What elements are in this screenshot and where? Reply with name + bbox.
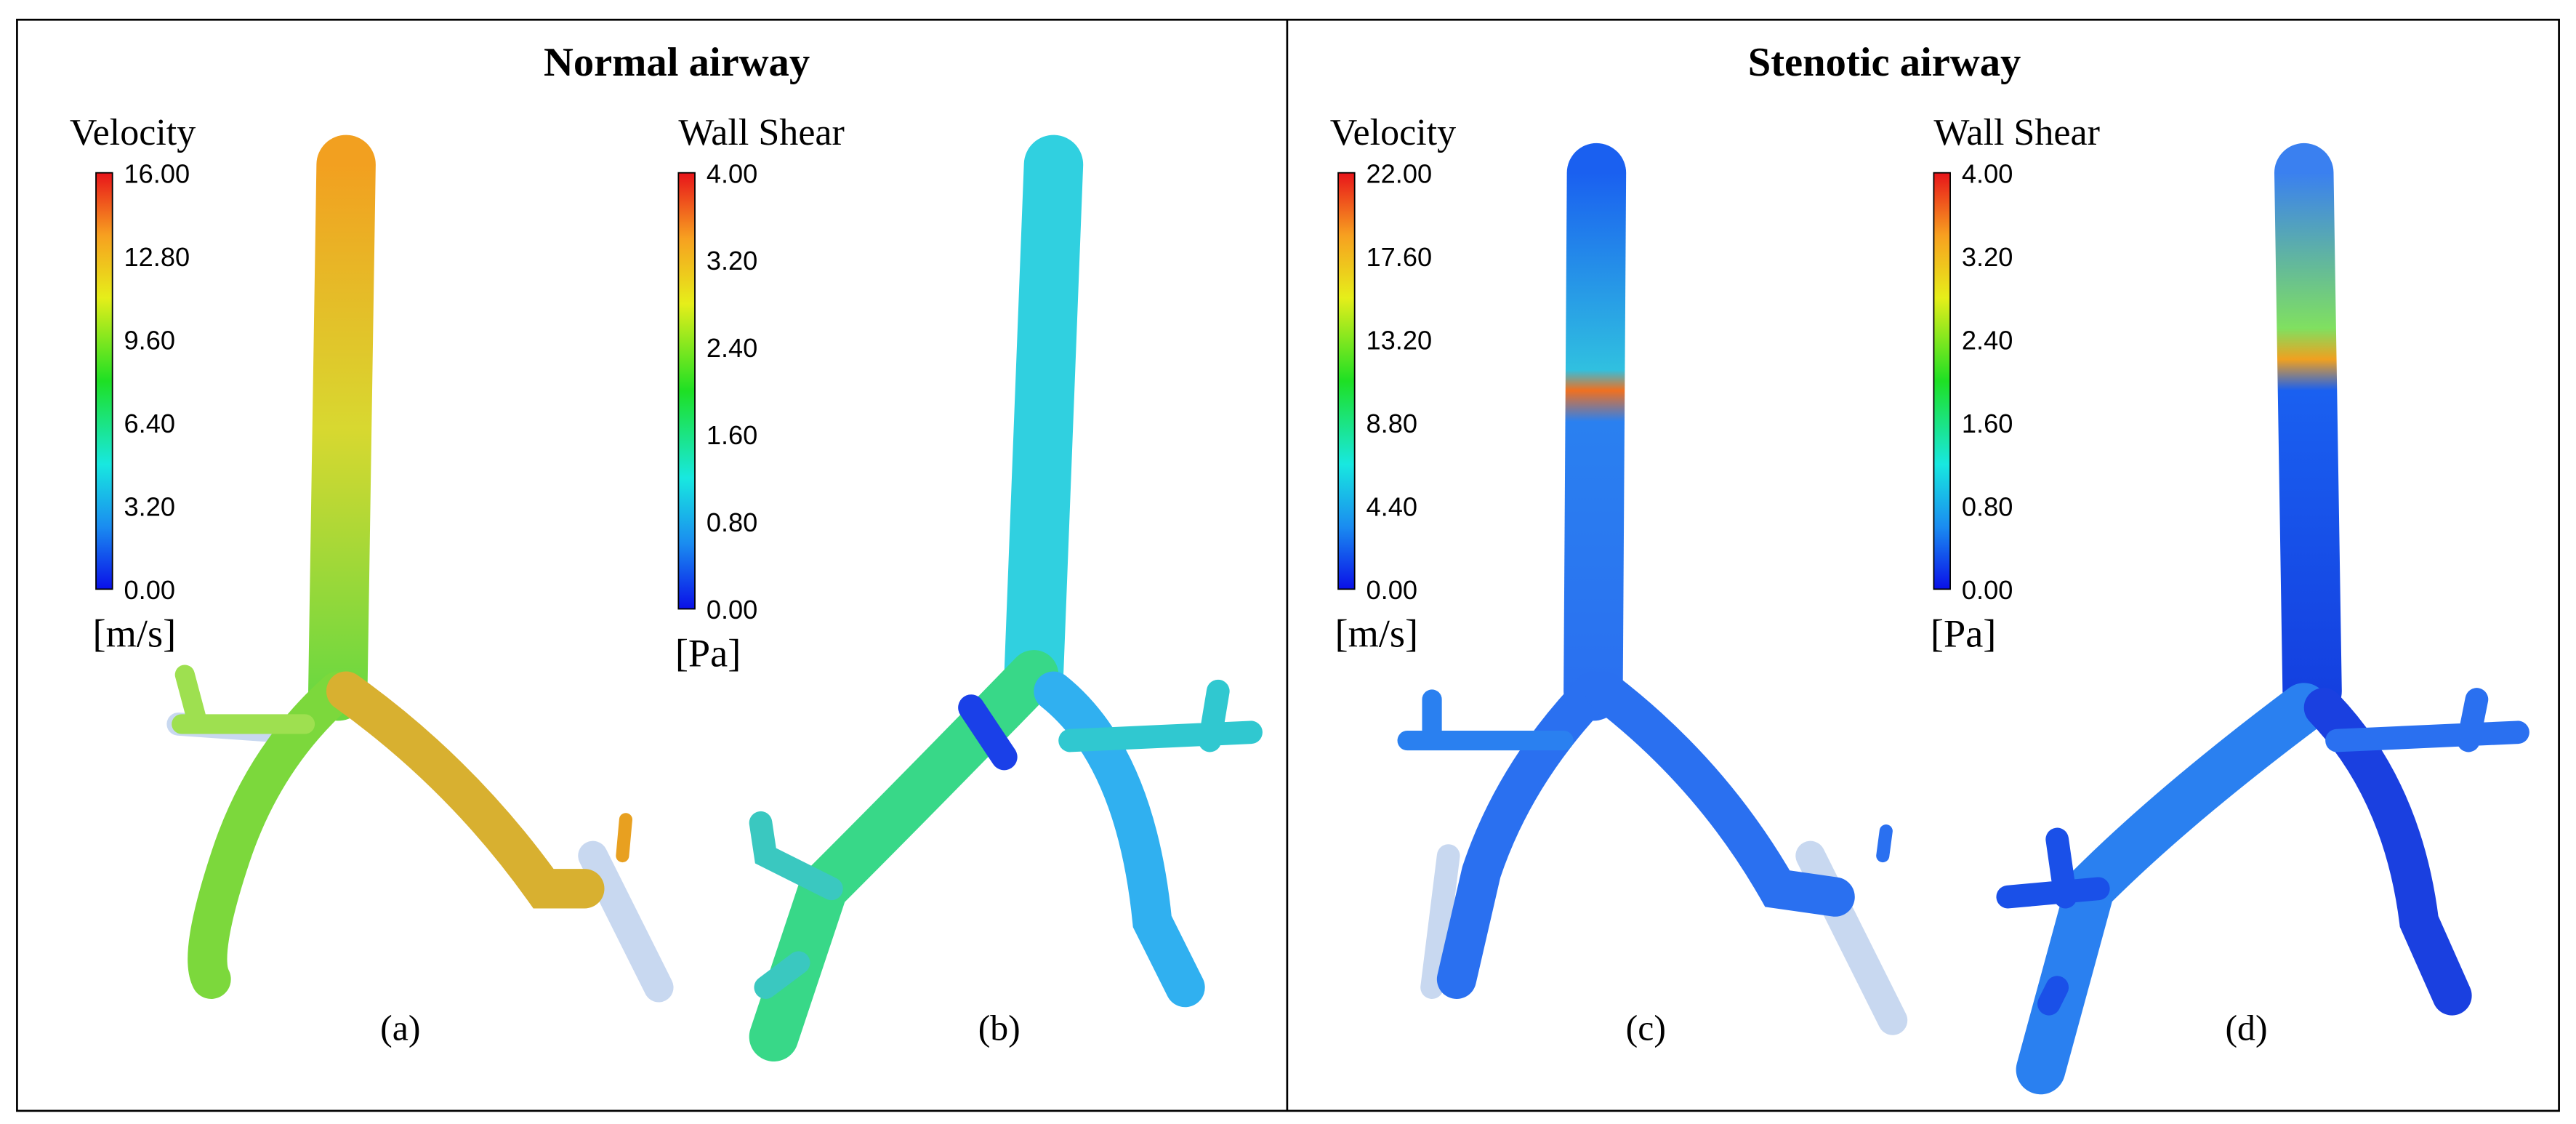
colorbar [95, 172, 113, 590]
colorbar-tick-label: 12.80 [124, 242, 190, 272]
airway-a [166, 135, 674, 1003]
colorbar-unit: [m/s] [93, 612, 177, 656]
subfigure-label: (c) [1626, 1008, 1666, 1048]
panel-title: Normal airway [544, 40, 810, 85]
colorbar-tick-label: 1.60 [1962, 409, 2013, 438]
colorbar-tick-label: 6.40 [124, 409, 175, 438]
colorbar-tick-label: 8.80 [1367, 409, 1417, 438]
airway-c [1397, 142, 1908, 1035]
colorbar [1337, 172, 1356, 590]
colorbar-tick-label: 3.20 [707, 246, 757, 276]
colorbar [1933, 172, 1951, 590]
colorbar-tick-label: 0.00 [707, 595, 757, 625]
colorbar-tick-label: 0.80 [707, 507, 757, 537]
colorbar-title: Wall Shear [678, 112, 845, 153]
colorbar-tick-label: 3.20 [1962, 242, 2013, 272]
colorbar-tick-label: 1.60 [707, 420, 757, 450]
colorbar-tick-label: 2.40 [707, 333, 757, 363]
colorbar-unit: [Pa] [1931, 612, 1997, 656]
subfigure-label: (a) [380, 1008, 420, 1048]
subfigure-label: (b) [978, 1008, 1021, 1048]
colorbar-tick-label: 0.00 [1962, 575, 2013, 605]
colorbar-tick-label: 13.20 [1367, 325, 1433, 355]
colorbar-tick-label: 4.00 [707, 158, 757, 188]
colorbar-tick-label: 2.40 [1962, 325, 2013, 355]
colorbar-tick-label: 0.00 [1367, 575, 1417, 605]
colorbar-tick-label: 4.40 [1367, 491, 1417, 521]
colorbar-tick-label: 0.00 [124, 575, 175, 605]
colorbar-title: Velocity [70, 112, 196, 153]
subfigure-label: (d) [2225, 1008, 2267, 1048]
colorbar-tick-label: 0.80 [1962, 491, 2013, 521]
airway-b [749, 135, 1263, 1061]
colorbar-tick-label: 3.20 [124, 491, 175, 521]
colorbar-unit: [Pa] [675, 632, 741, 675]
colorbar-tick-label: 9.60 [124, 325, 175, 355]
colorbar [677, 172, 696, 610]
colorbar-tick-label: 17.60 [1367, 242, 1433, 272]
colorbar-unit: [m/s] [1335, 612, 1419, 656]
colorbar-tick-label: 16.00 [124, 158, 190, 188]
colorbar-title: Velocity [1330, 112, 1456, 153]
colorbar-title: Wall Shear [1933, 112, 2100, 153]
colorbar-tick-label: 4.00 [1962, 158, 2013, 188]
airway-d [1996, 142, 2529, 1095]
panel-title: Stenotic airway [1748, 40, 2021, 85]
colorbar-tick-label: 22.00 [1367, 158, 1433, 188]
